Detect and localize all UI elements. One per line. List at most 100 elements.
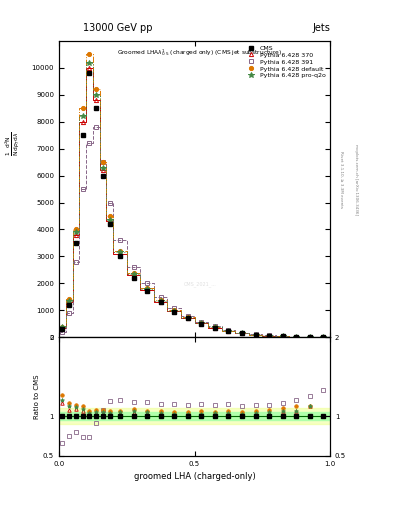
Pythia 6.428 default bbox=[118, 248, 122, 254]
Pythia 6.428 391 bbox=[199, 318, 204, 325]
Pythia 6.428 pro-q2o bbox=[199, 320, 204, 326]
Pythia 6.428 default bbox=[172, 307, 176, 313]
Pythia 6.428 default bbox=[226, 328, 231, 334]
Pythia 6.428 pro-q2o bbox=[294, 334, 299, 340]
Text: Groomed LHA$\lambda^{1}_{0.5}$ (charged only) (CMS jet substructure): Groomed LHA$\lambda^{1}_{0.5}$ (charged … bbox=[118, 47, 283, 58]
Pythia 6.428 default bbox=[213, 324, 217, 330]
Pythia 6.428 default bbox=[253, 332, 258, 338]
Bar bbox=[59, 408, 330, 424]
Pythia 6.428 pro-q2o bbox=[307, 334, 312, 340]
Pythia 6.428 391 bbox=[253, 331, 258, 337]
Pythia 6.428 370 bbox=[267, 333, 272, 339]
Pythia 6.428 370 bbox=[87, 65, 92, 71]
Pythia 6.428 370 bbox=[145, 287, 149, 293]
Pythia 6.428 391 bbox=[80, 186, 85, 192]
Text: Jets: Jets bbox=[312, 23, 330, 33]
CMS bbox=[145, 288, 149, 294]
Pythia 6.428 370 bbox=[253, 332, 258, 338]
Pythia 6.428 default bbox=[280, 333, 285, 339]
Pythia 6.428 default bbox=[131, 269, 136, 275]
Text: 13000 GeV pp: 13000 GeV pp bbox=[83, 23, 152, 33]
Pythia 6.428 391 bbox=[145, 280, 149, 286]
Bar bbox=[59, 412, 330, 420]
Line: Pythia 6.428 default: Pythia 6.428 default bbox=[60, 52, 325, 339]
CMS bbox=[60, 326, 65, 332]
Pythia 6.428 391 bbox=[267, 332, 272, 338]
Pythia 6.428 391 bbox=[87, 140, 92, 146]
Text: CMS_2021_...: CMS_2021_... bbox=[184, 281, 216, 287]
CMS bbox=[199, 321, 204, 327]
Pythia 6.428 pro-q2o bbox=[267, 333, 272, 339]
Pythia 6.428 370 bbox=[118, 251, 122, 257]
Pythia 6.428 370 bbox=[199, 321, 204, 327]
CMS bbox=[307, 334, 312, 340]
CMS bbox=[73, 240, 78, 246]
Pythia 6.428 391 bbox=[185, 312, 190, 318]
CMS bbox=[131, 275, 136, 281]
Line: CMS: CMS bbox=[60, 71, 325, 339]
Pythia 6.428 default bbox=[199, 320, 204, 326]
Pythia 6.428 default bbox=[321, 334, 326, 340]
Line: Pythia 6.428 370: Pythia 6.428 370 bbox=[60, 66, 325, 339]
CMS bbox=[240, 330, 244, 336]
Pythia 6.428 default bbox=[94, 87, 99, 93]
Pythia 6.428 391 bbox=[280, 333, 285, 339]
X-axis label: groomed LHA (charged-only): groomed LHA (charged-only) bbox=[134, 472, 255, 481]
Pythia 6.428 default bbox=[294, 334, 299, 340]
Pythia 6.428 370 bbox=[73, 232, 78, 238]
Pythia 6.428 pro-q2o bbox=[172, 308, 176, 314]
Pythia 6.428 391 bbox=[240, 330, 244, 336]
Text: mcplots.cern.ch [arXiv:1306.3436]: mcplots.cern.ch [arXiv:1306.3436] bbox=[354, 144, 358, 215]
CMS bbox=[87, 70, 92, 76]
Pythia 6.428 pro-q2o bbox=[240, 330, 244, 336]
Pythia 6.428 default bbox=[60, 324, 65, 330]
Pythia 6.428 pro-q2o bbox=[280, 333, 285, 339]
Pythia 6.428 370 bbox=[240, 330, 244, 336]
Pythia 6.428 pro-q2o bbox=[131, 271, 136, 277]
CMS bbox=[94, 105, 99, 111]
Pythia 6.428 370 bbox=[80, 119, 85, 125]
CMS bbox=[253, 332, 258, 338]
Pythia 6.428 pro-q2o bbox=[213, 325, 217, 331]
Pythia 6.428 391 bbox=[118, 237, 122, 243]
CMS bbox=[67, 302, 72, 308]
Pythia 6.428 391 bbox=[60, 329, 65, 335]
Pythia 6.428 391 bbox=[101, 159, 105, 165]
Pythia 6.428 391 bbox=[307, 334, 312, 340]
Pythia 6.428 370 bbox=[101, 167, 105, 173]
Pythia 6.428 391 bbox=[131, 264, 136, 270]
Line: Pythia 6.428 pro-q2o: Pythia 6.428 pro-q2o bbox=[60, 60, 326, 340]
Pythia 6.428 pro-q2o bbox=[67, 298, 72, 304]
Pythia 6.428 370 bbox=[185, 315, 190, 321]
Pythia 6.428 default bbox=[145, 285, 149, 291]
Pythia 6.428 391 bbox=[158, 294, 163, 300]
Pythia 6.428 370 bbox=[107, 218, 112, 224]
Pythia 6.428 default bbox=[67, 296, 72, 303]
Pythia 6.428 default bbox=[158, 297, 163, 303]
CMS bbox=[172, 309, 176, 315]
Pythia 6.428 370 bbox=[60, 325, 65, 331]
Pythia 6.428 default bbox=[307, 334, 312, 340]
CMS bbox=[267, 333, 272, 339]
Pythia 6.428 default bbox=[267, 332, 272, 338]
Pythia 6.428 pro-q2o bbox=[118, 249, 122, 255]
CMS bbox=[185, 315, 190, 322]
Pythia 6.428 370 bbox=[321, 334, 326, 340]
Pythia 6.428 pro-q2o bbox=[321, 334, 326, 340]
CMS bbox=[213, 325, 217, 331]
Pythia 6.428 370 bbox=[226, 328, 231, 334]
CMS bbox=[118, 253, 122, 260]
Pythia 6.428 pro-q2o bbox=[80, 113, 85, 119]
Pythia 6.428 391 bbox=[94, 124, 99, 130]
Pythia 6.428 391 bbox=[213, 324, 217, 330]
Pythia 6.428 pro-q2o bbox=[226, 328, 231, 334]
Text: $\frac{1}{\mathrm{N}}\frac{\mathrm{d}^2\mathrm{N}}{\mathrm{d}p_T\mathrm{d}\lambd: $\frac{1}{\mathrm{N}}\frac{\mathrm{d}^2\… bbox=[4, 131, 22, 156]
Pythia 6.428 pro-q2o bbox=[107, 217, 112, 223]
Text: Rivet 3.1.10, ≥ 3.3M events: Rivet 3.1.10, ≥ 3.3M events bbox=[339, 151, 343, 208]
Pythia 6.428 370 bbox=[172, 308, 176, 314]
Legend: CMS, Pythia 6.428 370, Pythia 6.428 391, Pythia 6.428 default, Pythia 6.428 pro-: CMS, Pythia 6.428 370, Pythia 6.428 391,… bbox=[244, 44, 327, 80]
Pythia 6.428 default bbox=[101, 159, 105, 165]
Pythia 6.428 391 bbox=[67, 310, 72, 316]
Pythia 6.428 391 bbox=[226, 327, 231, 333]
Pythia 6.428 370 bbox=[67, 299, 72, 305]
